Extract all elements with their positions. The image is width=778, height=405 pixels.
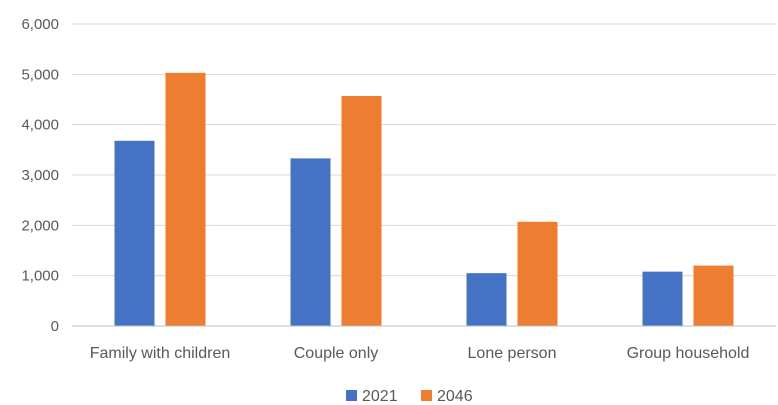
y-tick-label: 3,000 (21, 167, 59, 184)
bar-2021-3 (642, 271, 683, 326)
y-tick-label: 4,000 (21, 117, 59, 134)
x-category-label: Family with children (90, 345, 230, 362)
legend: 2021 2046 (346, 388, 473, 405)
y-tick-label: 5,000 (21, 66, 59, 83)
legend-swatch-2021 (346, 390, 357, 401)
bar-2046-2 (517, 221, 558, 326)
x-category-label: Group household (627, 345, 750, 362)
bar-2046-1 (341, 95, 382, 326)
y-tick-label: 1,000 (21, 268, 59, 285)
legend-label-2021: 2021 (362, 388, 398, 405)
y-tick-label: 6,000 (21, 16, 59, 33)
legend-label-2046: 2046 (437, 388, 473, 405)
x-category-label: Couple only (294, 345, 379, 362)
bar-2046-3 (693, 265, 734, 326)
bar-2021-0 (114, 140, 155, 326)
bar-2046-0 (165, 72, 206, 326)
y-tick-label: 2,000 (21, 217, 59, 234)
bar-2021-2 (466, 273, 507, 326)
x-axis-category-labels: Family with children Couple only Lone pers… (90, 345, 750, 362)
bars (114, 72, 734, 326)
legend-swatch-2046 (421, 390, 432, 401)
x-category-label: Lone person (468, 345, 557, 362)
y-tick-label: 0 (51, 318, 59, 335)
bar-2021-1 (290, 158, 331, 326)
y-axis-tick-labels: 0 1,000 2,000 3,000 4,000 5,000 6,000 (21, 16, 59, 335)
